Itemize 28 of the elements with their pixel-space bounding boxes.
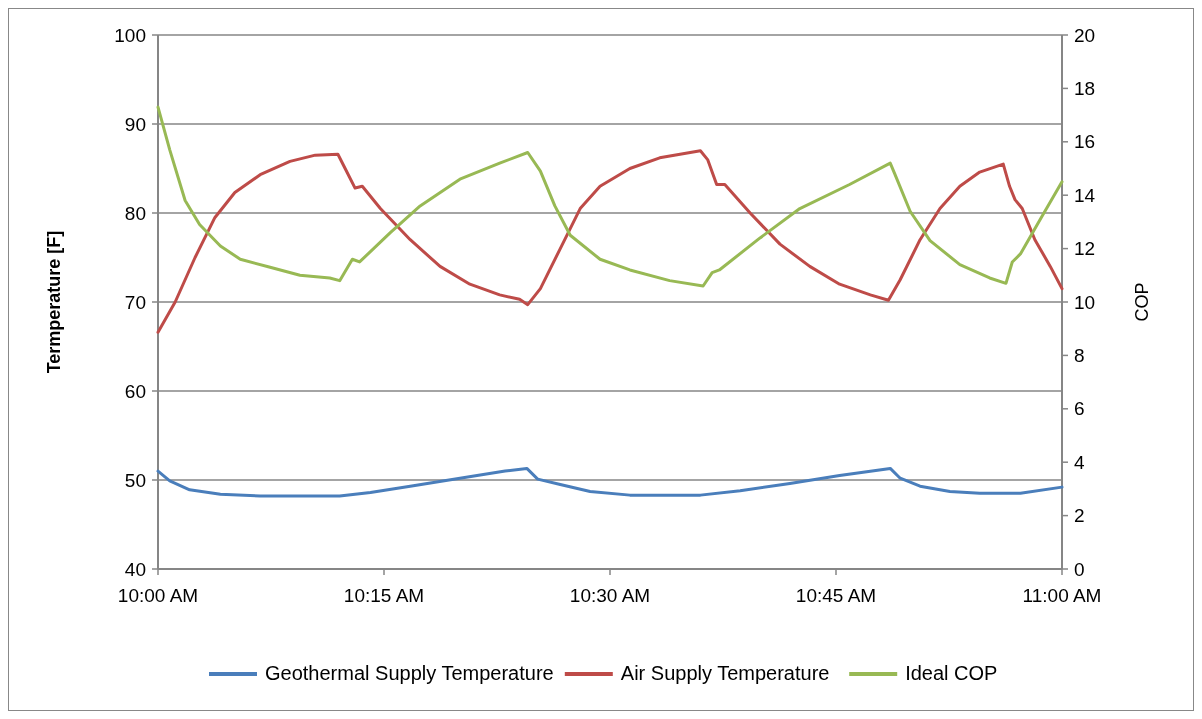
x-tick-label: 10:30 AM <box>569 585 651 606</box>
x-tick-label: 10:15 AM <box>343 585 425 606</box>
y-tick-label: 50 <box>124 469 146 491</box>
y-tick-label: 100 <box>114 24 146 46</box>
legend-label: Air Supply Temperature <box>620 662 830 684</box>
y2-tick-label: 6 <box>1074 398 1085 420</box>
x-tick-label: 11:00 AM <box>1022 585 1102 606</box>
y2-tick-label: 16 <box>1074 131 1096 153</box>
y-tick-label: 70 <box>124 291 146 313</box>
y2-tick-label: 18 <box>1074 78 1096 100</box>
y2-tick-label: 14 <box>1074 184 1096 206</box>
y-tick-label: 90 <box>124 113 146 135</box>
legend-label: Ideal COP <box>905 662 998 684</box>
y-tick-label: 80 <box>124 202 146 224</box>
x-tick-label: 10:45 AM <box>795 585 877 606</box>
y-tick-label: 40 <box>124 558 146 580</box>
y2-tick-label: 0 <box>1074 558 1085 580</box>
x-tick-label: 10:00 AM <box>117 585 199 606</box>
y2-tick-label: 12 <box>1074 238 1096 260</box>
y2-tick-label: 8 <box>1074 345 1085 367</box>
y-tick-label: 60 <box>124 380 146 402</box>
y2-axis-title: COP <box>1132 282 1152 322</box>
y2-tick-label: 4 <box>1074 451 1085 473</box>
y-axis-title: Termperature [F] <box>44 230 64 374</box>
y2-tick-label: 20 <box>1074 24 1096 46</box>
y2-tick-label: 2 <box>1074 505 1085 527</box>
legend-label: Geothermal Supply Temperature <box>265 662 554 684</box>
y2-tick-label: 10 <box>1074 291 1096 313</box>
